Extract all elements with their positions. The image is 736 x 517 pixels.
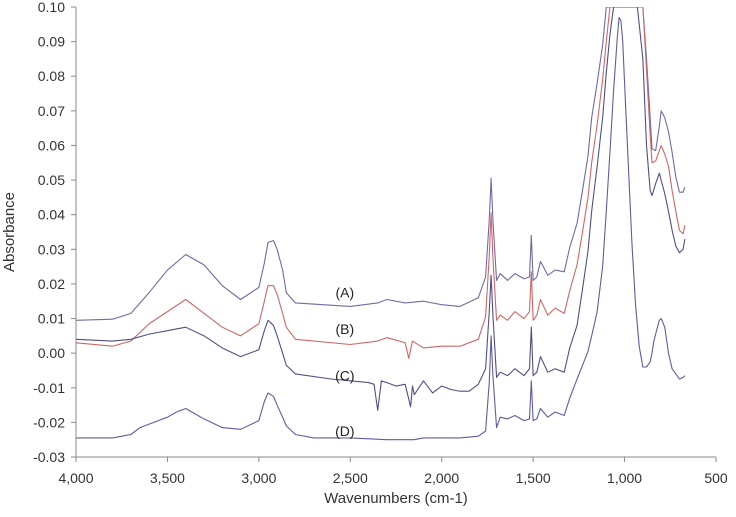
y-tick-label: 0.02 (38, 276, 65, 292)
x-tick-label: 2,000 (424, 470, 459, 486)
series-line-b (76, 7, 686, 359)
y-axis-title: Absorbance (1, 192, 18, 272)
x-tick-label: 2,500 (333, 470, 368, 486)
x-tick-label: 1,000 (607, 470, 642, 486)
x-axis-title: Wavenumbers (cm-1) (324, 490, 468, 507)
y-tick-label: 0.04 (38, 207, 65, 223)
series-line-a (76, 7, 686, 321)
x-tick-label: 1,500 (516, 470, 551, 486)
x-tick-label: 4,000 (58, 470, 93, 486)
x-tick-label: 3,000 (241, 470, 276, 486)
y-tick-label: 0.03 (38, 241, 65, 257)
y-tick-label: 0.09 (38, 34, 65, 50)
y-tick-label: -0.02 (33, 414, 65, 430)
y-tick-label: 0.10 (38, 0, 65, 15)
y-tick-label: 0.08 (38, 68, 65, 84)
y-tick-label: 0.05 (38, 172, 65, 188)
x-tick-label: 3,500 (150, 470, 185, 486)
y-tick-label: 0.06 (38, 137, 65, 153)
series-label-c: (C) (335, 368, 354, 384)
y-tick-label: -0.03 (33, 449, 65, 465)
series-line-c (76, 7, 686, 411)
y-tick-label: 0.07 (38, 103, 65, 119)
series-label-d: (D) (335, 423, 354, 439)
series-label-a: (A) (335, 285, 354, 301)
series-label-b: (B) (335, 321, 354, 337)
y-tick-label: 0.00 (38, 345, 65, 361)
y-tick-label: -0.01 (33, 380, 65, 396)
y-tick-label: 0.01 (38, 311, 65, 327)
x-tick-label: 500 (704, 470, 728, 486)
series-line-d (76, 16, 686, 441)
